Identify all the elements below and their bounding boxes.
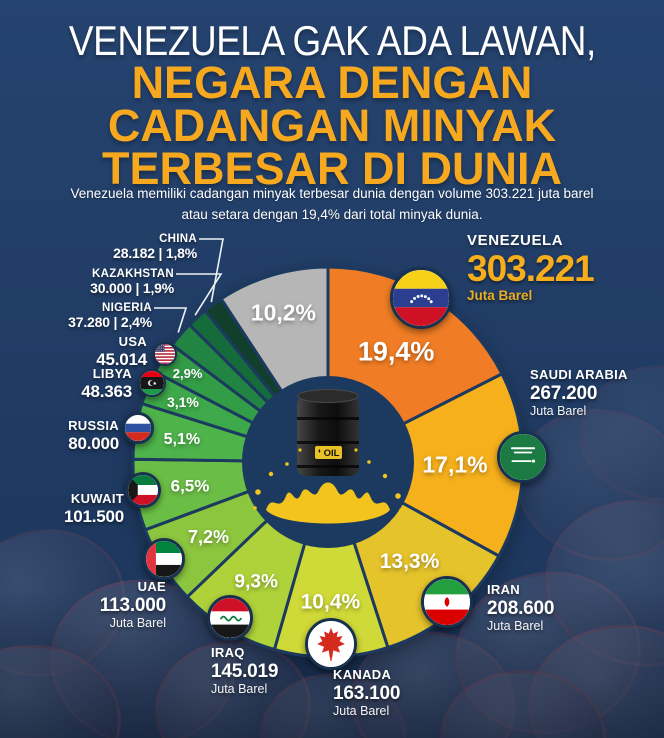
connector-line-china bbox=[199, 238, 224, 303]
iraq-unit: Juta Barel bbox=[211, 681, 268, 696]
usa-flag-icon bbox=[153, 342, 177, 366]
svg-text:OIL: OIL bbox=[324, 448, 340, 459]
percent-label-kanada: 10,4% bbox=[301, 590, 361, 613]
country-label-kuwait: KUWAIT 101.500 bbox=[63, 491, 124, 526]
country-label-usa: USA 45.014 bbox=[96, 334, 147, 369]
oil-splash-icon bbox=[253, 448, 403, 524]
kazakhstan-name: KAZAKHSTAN bbox=[91, 268, 174, 280]
nigeria-name: NIGERIA bbox=[101, 302, 152, 314]
kuwait-flag-icon bbox=[125, 472, 161, 508]
russia-flag-icon bbox=[122, 412, 154, 444]
percent-label-libya: 3,1% bbox=[167, 394, 199, 410]
country-label-iran: IRAN 208.600 Juta Barel bbox=[487, 582, 555, 633]
percent-label-venezuela: 19,4% bbox=[358, 337, 435, 367]
percent-label-kuwait: 6,5% bbox=[171, 477, 210, 496]
percent-label-others: 10,2% bbox=[251, 300, 316, 326]
china-name: CHINA bbox=[159, 233, 197, 245]
saudi-arabia-value: 267.200 bbox=[530, 382, 598, 404]
connector-line-kazakhstan bbox=[176, 273, 223, 316]
country-label-russia: RUSSIA 80.000 bbox=[68, 418, 119, 453]
saudi-arabia-name: SAUDI ARABIA bbox=[530, 367, 628, 382]
country-label-uae: UAE 113.000 Juta Barel bbox=[99, 579, 166, 630]
percent-label-usa: 2,9% bbox=[173, 366, 203, 381]
uae-value: 113.000 bbox=[99, 594, 166, 616]
kanada-unit: Juta Barel bbox=[333, 703, 390, 718]
iran-unit: Juta Barel bbox=[487, 618, 544, 633]
oil-barrel-icon: OIL bbox=[297, 389, 359, 476]
usa-value: 45.014 bbox=[96, 349, 147, 369]
center-illustration: OIL bbox=[242, 376, 414, 548]
russia-name: RUSSIA bbox=[68, 418, 119, 433]
percent-label-uae: 7,2% bbox=[188, 527, 229, 547]
country-label-kanada: KANADA 163.100 Juta Barel bbox=[333, 667, 401, 718]
country-label-saudi-arabia: SAUDI ARABIA 267.200 Juta Barel bbox=[530, 367, 628, 418]
country-label-china: CHINA 28.182 | 1,8% bbox=[113, 233, 197, 262]
iraq-flag-icon bbox=[207, 595, 253, 641]
connector-line-nigeria bbox=[154, 307, 188, 333]
country-label-libya: LIBYA 48.363 bbox=[81, 366, 132, 401]
kanada-name: KANADA bbox=[333, 667, 392, 682]
country-label-iraq: IRAQ 145.019 Juta Barel bbox=[211, 645, 279, 696]
kazakhstan-value-and-percent: 30.000 | 1,9% bbox=[90, 279, 174, 296]
nigeria-value-and-percent: 37.280 | 2,4% bbox=[68, 313, 152, 330]
venezuela-name: VENEZUELA bbox=[467, 232, 564, 249]
percent-label-iraq: 9,3% bbox=[235, 572, 278, 593]
country-label-kazakhstan: KAZAKHSTAN 30.000 | 1,9% bbox=[90, 268, 174, 297]
iran-value: 208.600 bbox=[487, 597, 555, 619]
libya-value: 48.363 bbox=[81, 381, 132, 401]
kuwait-name: KUWAIT bbox=[70, 491, 124, 506]
china-value-and-percent: 28.182 | 1,8% bbox=[113, 244, 197, 261]
uae-unit: Juta Barel bbox=[109, 615, 166, 630]
venezuela-flag-icon bbox=[390, 267, 452, 329]
uae-flag-icon bbox=[143, 538, 185, 580]
connector-lines bbox=[154, 238, 224, 333]
country-label-venezuela: VENEZUELA 303.221 Juta Barel bbox=[467, 232, 595, 303]
libya-name: LIBYA bbox=[92, 366, 132, 381]
saudi-arabia-unit: Juta Barel bbox=[530, 403, 587, 418]
percent-labels: 19,4% 17,1% 13,3% 10,4% 9,3% 7,2% 6,5% 5,1% 3,1%… bbox=[164, 300, 488, 614]
venezuela-value: 303.221 bbox=[467, 247, 595, 289]
libya-flag-icon bbox=[138, 369, 166, 397]
kanada-flag-icon bbox=[305, 618, 357, 670]
country-label-nigeria: NIGERIA 37.280 | 2,4% bbox=[68, 302, 152, 331]
iran-flag-icon bbox=[421, 576, 473, 628]
percent-label-russia: 5,1% bbox=[164, 431, 200, 448]
saudi-arabia-flag-icon bbox=[497, 431, 549, 483]
usa-name: USA bbox=[118, 334, 147, 349]
iraq-name: IRAQ bbox=[211, 645, 245, 660]
iraq-value: 145.019 bbox=[211, 660, 279, 682]
percent-label-iran: 13,3% bbox=[380, 550, 440, 573]
kanada-value: 163.100 bbox=[333, 682, 401, 704]
iran-name: IRAN bbox=[487, 582, 520, 597]
uae-name: UAE bbox=[137, 579, 166, 594]
russia-value: 80.000 bbox=[68, 433, 119, 453]
percent-label-saudi-arabia: 17,1% bbox=[422, 451, 487, 477]
kuwait-value: 101.500 bbox=[63, 506, 124, 526]
venezuela-unit: Juta Barel bbox=[467, 287, 533, 303]
